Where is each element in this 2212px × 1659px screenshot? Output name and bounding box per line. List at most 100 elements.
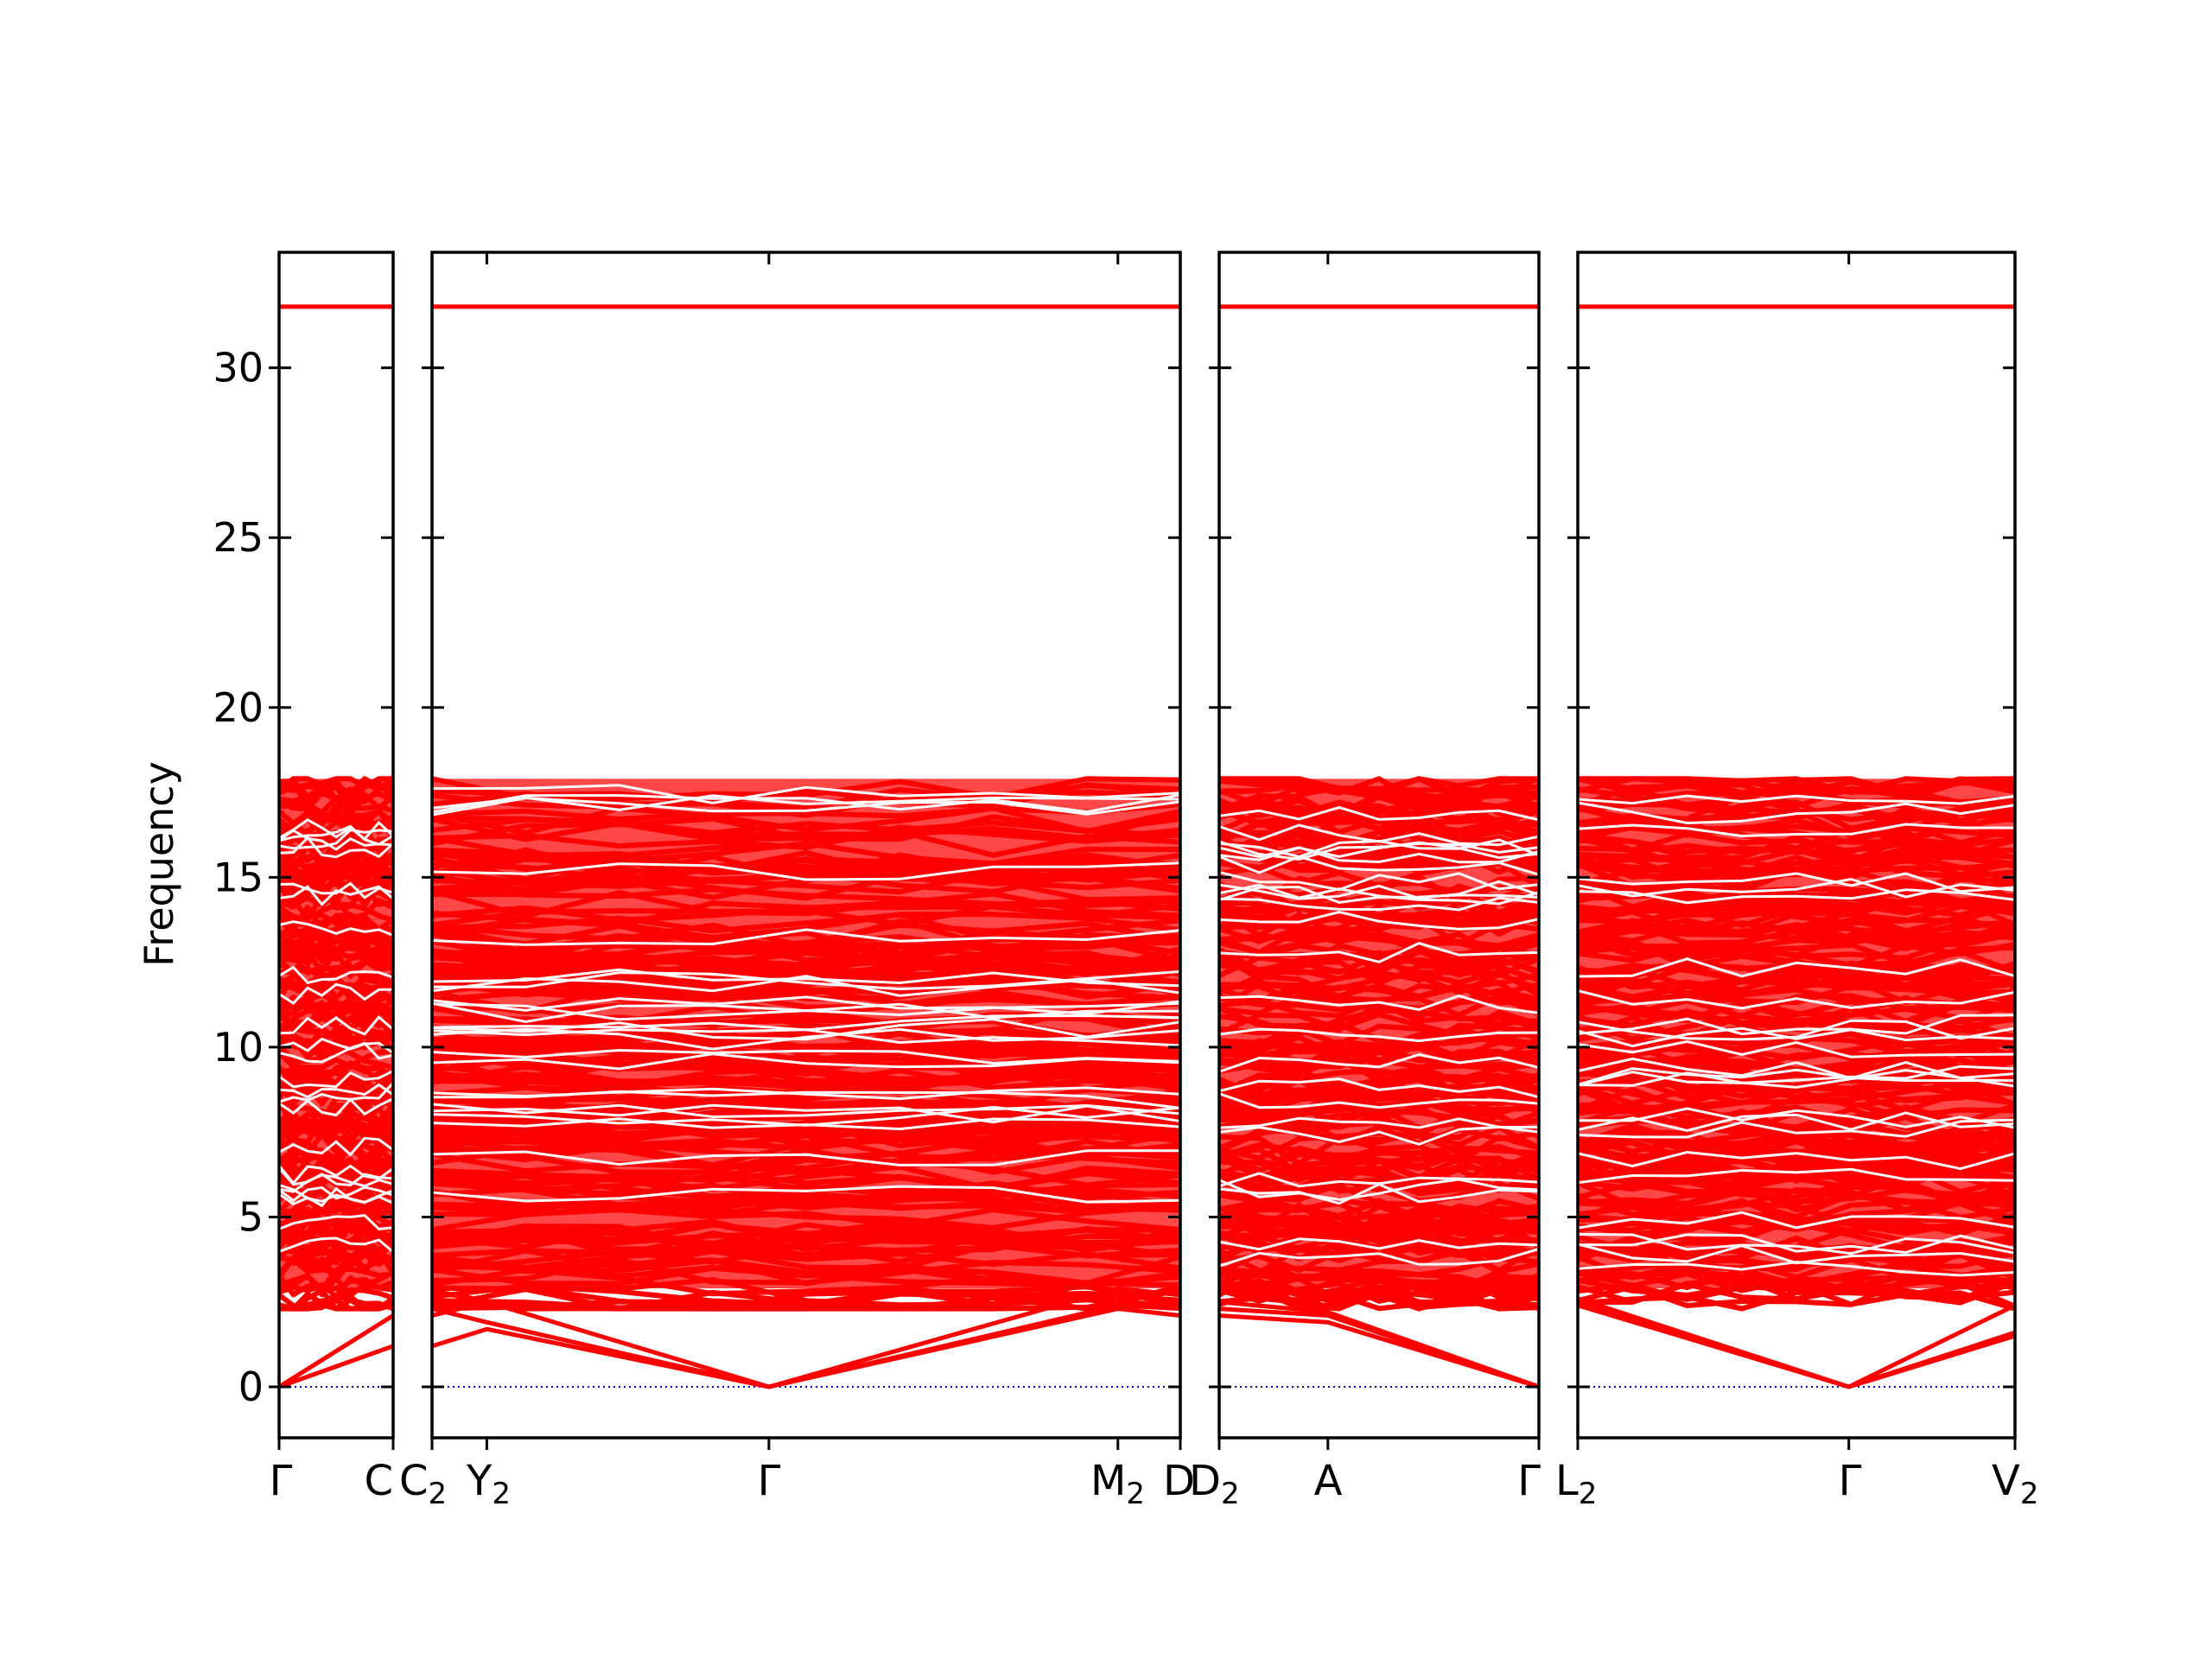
band-gap — [432, 1052, 1180, 1071]
band-gap — [1219, 1247, 1539, 1268]
band-gap — [1578, 1069, 2015, 1089]
band-gap — [279, 881, 393, 899]
band-gap — [279, 982, 393, 1006]
band-gap — [432, 969, 1180, 991]
band-gap — [279, 920, 393, 937]
band-gap — [1578, 1261, 2015, 1277]
band-gap — [1578, 823, 2015, 838]
band-gap — [1219, 1092, 1539, 1109]
band-gap — [1219, 910, 1539, 931]
band-gap — [279, 1183, 393, 1205]
band-gap — [279, 1236, 393, 1254]
axis-labels: 0 5 10 15 20 25 30 Γ C C2 Y2 Γ M2 DD2 A Γ L2 Γ V2 — [213, 345, 2038, 1511]
band-gap — [1219, 838, 1539, 859]
band-gap — [1578, 1167, 2015, 1185]
band-gap — [1578, 1233, 2015, 1255]
band-gap — [432, 1086, 1180, 1101]
band-gap — [1578, 1019, 2015, 1041]
acoustic-branch-10 — [1577, 1303, 2016, 1389]
band-line — [432, 1285, 1180, 1312]
band-lines — [277, 304, 2017, 1389]
kpoint-label: V2 — [1992, 1457, 2038, 1511]
y-tick-label: 30 — [213, 345, 264, 391]
band-gap — [1219, 1178, 1539, 1201]
band-gap — [279, 1164, 393, 1185]
band-gap — [1219, 1116, 1539, 1134]
band-gap — [432, 1103, 1180, 1119]
band-gap — [1219, 1077, 1539, 1099]
kpoint-label: Γ — [1839, 1457, 1862, 1505]
kpoint-label: Γ — [1517, 1457, 1541, 1505]
band-gap — [1578, 1065, 2015, 1087]
y-axis-title: Frequency — [136, 761, 182, 967]
kpoint-label: C2 — [399, 1457, 447, 1511]
panel-frame-2 — [430, 251, 1182, 1440]
panel-frame-3 — [1217, 251, 1541, 1440]
y-tick-label: 10 — [213, 1024, 264, 1071]
acoustic-branch-8 — [1218, 1300, 1540, 1389]
y-tick-label: 25 — [213, 514, 264, 561]
band-gap — [1219, 880, 1539, 900]
kpoint-label: A — [1314, 1457, 1343, 1505]
band-gap — [279, 1082, 393, 1103]
band-gap — [1578, 1039, 2015, 1058]
band-gap — [279, 829, 393, 851]
band-gap — [1578, 1014, 2015, 1036]
kpoint-label: Γ — [758, 1457, 781, 1505]
band-gap — [432, 1018, 1180, 1041]
band-gap — [1219, 1027, 1539, 1043]
band-gap — [279, 1041, 393, 1064]
band-gap — [1578, 1057, 2015, 1080]
band-gap — [1578, 1211, 2015, 1230]
band-gap — [1219, 1237, 1539, 1251]
band-gap — [432, 968, 1180, 988]
band-gap — [1219, 805, 1539, 822]
band-gap — [1578, 1111, 2015, 1133]
y-tick-label: 20 — [213, 684, 264, 731]
band-gap — [279, 1097, 393, 1117]
acoustic-branch-1 — [277, 1313, 395, 1389]
kpoint-label: Γ — [270, 1457, 293, 1505]
band-gap — [1219, 871, 1539, 892]
band-gap — [1219, 1053, 1539, 1073]
band-gap — [279, 1214, 393, 1230]
band-group-1 — [279, 304, 393, 1389]
band-gap — [1219, 1126, 1539, 1146]
kpoint-label: C — [364, 1457, 393, 1505]
panel-frames — [277, 251, 2017, 1440]
band-gap — [1578, 794, 2015, 805]
band-gap — [279, 836, 393, 859]
band-gap — [1578, 1107, 2015, 1129]
band-gap — [1219, 1172, 1539, 1188]
y-tick-label: 5 — [238, 1193, 264, 1240]
band-gap — [432, 784, 1180, 804]
band-gap — [1578, 888, 2015, 905]
band-gap — [1578, 1067, 2015, 1086]
acoustic-branch-9 — [1577, 1300, 2016, 1389]
band-gap — [1219, 846, 1539, 864]
band-gap — [432, 1002, 1180, 1021]
kpoint-label: D2 — [1189, 1457, 1240, 1511]
y-tick-label: 0 — [238, 1363, 264, 1410]
acoustic-branch-11 — [1577, 1296, 2017, 1389]
band-gap — [432, 1105, 1180, 1127]
band-gap — [279, 965, 393, 985]
band-gap — [279, 1069, 393, 1089]
band-gap — [1578, 1027, 2015, 1048]
kpoint-label: D — [1163, 1457, 1195, 1505]
band-gap — [1219, 855, 1539, 876]
band-gap — [432, 928, 1180, 946]
acoustic-branch-5 — [431, 1286, 1181, 1389]
band-group-2 — [432, 304, 1180, 1389]
band-gap — [1578, 989, 2015, 1010]
band-gap — [1578, 1118, 2015, 1139]
band-gap — [432, 794, 1180, 811]
band-gap — [279, 1037, 393, 1055]
band-group-3 — [1219, 304, 1539, 1389]
axis-ticks — [269, 252, 2017, 1450]
band-gap — [279, 885, 393, 906]
band-gap — [1219, 896, 1539, 912]
band-gap — [1219, 840, 1539, 861]
band-gap — [279, 1173, 393, 1193]
